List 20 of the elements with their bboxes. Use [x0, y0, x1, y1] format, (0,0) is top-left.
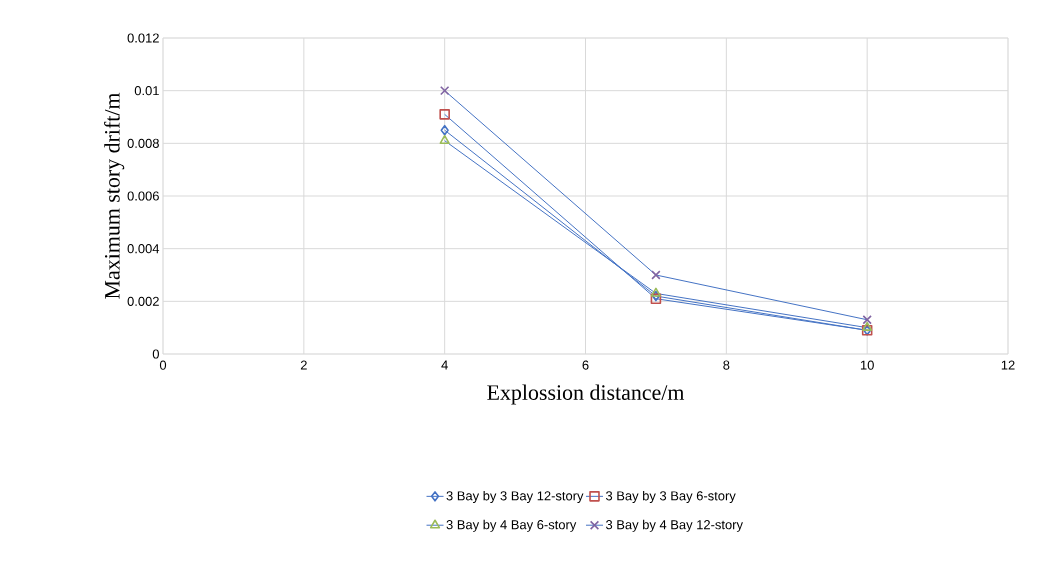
legend-label: 3 Bay by 3 Bay 6-story — [606, 490, 736, 503]
y-tick-label: 0.004 — [127, 244, 160, 254]
legend-label: 3 Bay by 4 Bay 12-story — [606, 519, 743, 532]
x-tick-label: 6 — [582, 360, 589, 370]
y-tick-label: 0.006 — [127, 191, 159, 201]
y-tick-label: 0.008 — [127, 138, 159, 148]
y-tick-label: 0.012 — [127, 33, 159, 43]
y-axis-title: Maximum story drift/m — [104, 92, 125, 299]
x-tick-label: 10 — [860, 360, 874, 370]
y-tick-label: 0.002 — [127, 296, 159, 306]
x-tick-label: 2 — [300, 360, 307, 370]
y-tick-label: 0 — [152, 349, 159, 359]
legend-label: 3 Bay by 3 Bay 12-story — [446, 490, 584, 503]
x-tick-label: 8 — [723, 360, 730, 370]
legend-label: 3 Bay by 4 Bay 6-story — [446, 519, 577, 532]
x-tick-label: 4 — [441, 360, 448, 370]
x-tick-label: 12 — [1001, 360, 1015, 370]
y-tick-label: 0.01 — [134, 86, 159, 96]
x-tick-label: 0 — [159, 360, 167, 370]
x-axis-title: Explossion distance/m — [487, 384, 685, 405]
